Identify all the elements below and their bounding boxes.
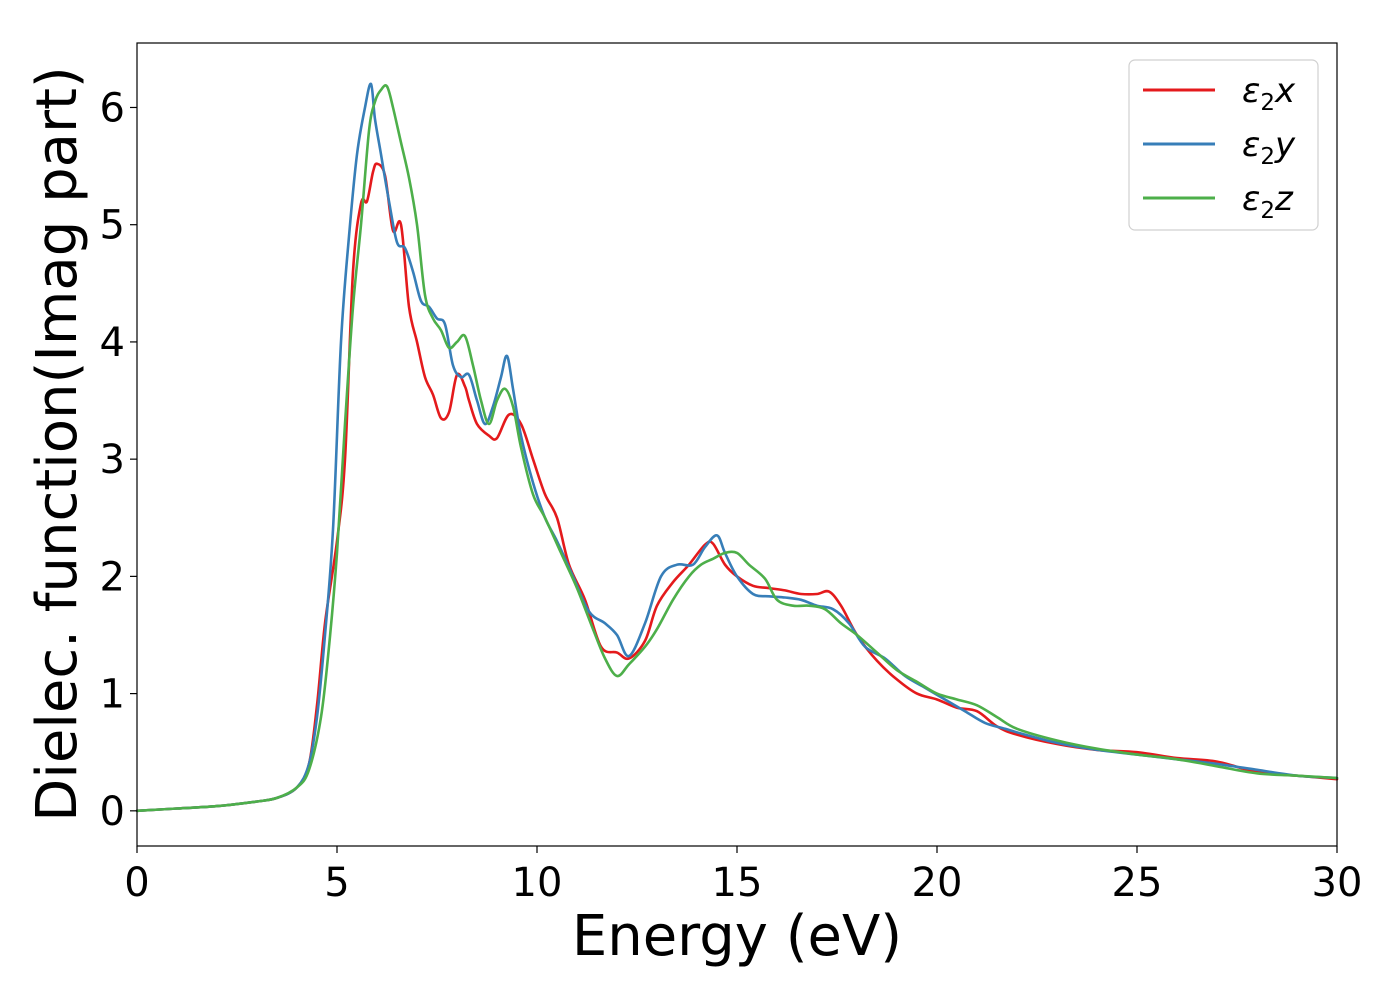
legend: ε2x ε2y ε2z <box>1128 59 1319 231</box>
series-line-z <box>135 84 1339 813</box>
y-tick-label: 0 <box>100 789 125 835</box>
y-axis: 0 1 2 3 4 5 6 <box>100 85 137 835</box>
x-axis: 0 5 10 15 20 25 30 <box>124 846 1362 906</box>
legend-box <box>1128 59 1319 231</box>
x-axis-title: Energy (eV) <box>572 904 902 969</box>
y-tick-label: 4 <box>100 320 125 366</box>
x-tick-label: 30 <box>1312 860 1363 906</box>
y-tick-label: 1 <box>100 672 125 718</box>
x-tick-label: 25 <box>1112 860 1163 906</box>
x-tick-label: 15 <box>712 860 763 906</box>
x-tick-label: 20 <box>912 860 963 906</box>
y-tick-label: 6 <box>100 85 125 131</box>
x-tick-label: 0 <box>124 860 149 906</box>
y-tick-label: 2 <box>100 554 125 600</box>
series-line-x <box>135 162 1339 813</box>
y-axis-title: Dielec. function(Imag part) <box>25 66 90 822</box>
series-layer <box>135 82 1339 813</box>
legend-label-x: ε2x <box>1242 71 1296 116</box>
y-tick-label: 3 <box>100 437 125 483</box>
x-tick-label: 5 <box>324 860 349 906</box>
y-tick-label: 5 <box>100 203 125 249</box>
x-tick-label: 10 <box>512 860 563 906</box>
legend-label-y: ε2y <box>1242 125 1296 170</box>
legend-label-z: ε2z <box>1242 179 1294 224</box>
